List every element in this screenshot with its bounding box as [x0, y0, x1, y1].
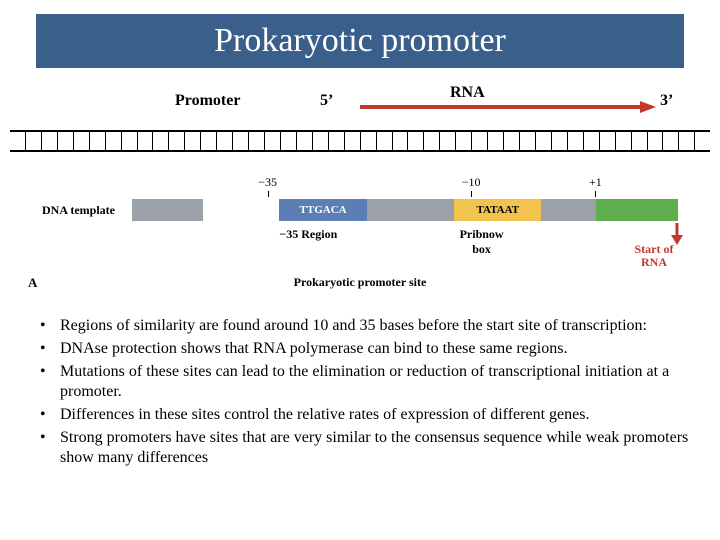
dna-tick: [648, 132, 664, 150]
dna-tick: [249, 132, 265, 150]
dna-tick: [440, 132, 456, 150]
dna-tick: [377, 132, 393, 150]
segment: [132, 199, 203, 221]
dna-tick: [504, 132, 520, 150]
list-item: Regions of similarity are found around 1…: [32, 316, 692, 336]
segment: [596, 199, 678, 221]
segment-strip: TTGACA TATAAT: [132, 199, 678, 221]
panel-letter: A: [28, 275, 37, 291]
page-title: Prokaryotic promoter: [214, 22, 506, 60]
dna-tick: [679, 132, 695, 150]
dna-tick: [313, 132, 329, 150]
dna-tick: [552, 132, 568, 150]
dna-tick: [584, 132, 600, 150]
diagram-caption: Prokaryotic promoter site: [42, 275, 678, 290]
dna-tick: [122, 132, 138, 150]
dna-tick: [233, 132, 249, 150]
position-tick: −35: [258, 175, 277, 190]
position-tick: −10: [462, 175, 481, 190]
dna-tick: [393, 132, 409, 150]
label-promoter: Promoter: [175, 92, 240, 110]
dna-tick: [281, 132, 297, 150]
segment: [203, 199, 279, 221]
dna-track: [10, 130, 710, 152]
list-item: DNAse protection shows that RNA polymera…: [32, 339, 692, 359]
list-item: Strong promoters have sites that are ver…: [32, 428, 692, 468]
dna-tick: [201, 132, 217, 150]
dna-tick: [58, 132, 74, 150]
start-of-rna-label: Start of RNA: [624, 243, 684, 269]
dna-tick: [472, 132, 488, 150]
promoter-diagram: −35 −10 +1 DNA template TTGACA TATAAT −35 R…: [42, 175, 678, 305]
dna-tick: [169, 132, 185, 150]
dna-tick: [185, 132, 201, 150]
dna-tick: [408, 132, 424, 150]
rna-arrow: [360, 100, 660, 114]
dna-tick: [42, 132, 58, 150]
dna-tick: [424, 132, 440, 150]
dna-tick: [153, 132, 169, 150]
label-5prime: 5’: [320, 92, 333, 110]
dna-template-label: DNA template: [42, 203, 115, 218]
under-label: −35 Region: [279, 227, 337, 242]
dna-tick: [488, 132, 504, 150]
bullet-list: Regions of similarity are found around 1…: [32, 316, 692, 471]
dna-tick: [74, 132, 90, 150]
dna-tick: [345, 132, 361, 150]
under-label: Pribnow box: [460, 227, 504, 257]
dna-tick: [361, 132, 377, 150]
list-item: Mutations of these sites can lead to the…: [32, 362, 692, 402]
dna-tick: [138, 132, 154, 150]
dna-tick: [695, 132, 710, 150]
segment: [541, 199, 596, 221]
dna-tick: [265, 132, 281, 150]
dna-tick: [616, 132, 632, 150]
title-bar: Prokaryotic promoter: [36, 14, 684, 68]
position-tick: +1: [589, 175, 602, 190]
dna-tick: [10, 132, 26, 150]
dna-tick: [329, 132, 345, 150]
list-item: Differences in these sites control the r…: [32, 405, 692, 425]
dna-tick: [26, 132, 42, 150]
segment: TATAAT: [454, 199, 541, 221]
dna-tick: [632, 132, 648, 150]
dna-tick: [536, 132, 552, 150]
dna-tick: [217, 132, 233, 150]
segment: [367, 199, 454, 221]
dna-tick: [663, 132, 679, 150]
dna-tick: [600, 132, 616, 150]
segment: TTGACA: [279, 199, 366, 221]
dna-tick: [106, 132, 122, 150]
dna-tick: [520, 132, 536, 150]
dna-tick: [456, 132, 472, 150]
dna-tick: [568, 132, 584, 150]
label-3prime: 3’: [660, 92, 673, 110]
dna-tick: [297, 132, 313, 150]
dna-tick: [90, 132, 106, 150]
